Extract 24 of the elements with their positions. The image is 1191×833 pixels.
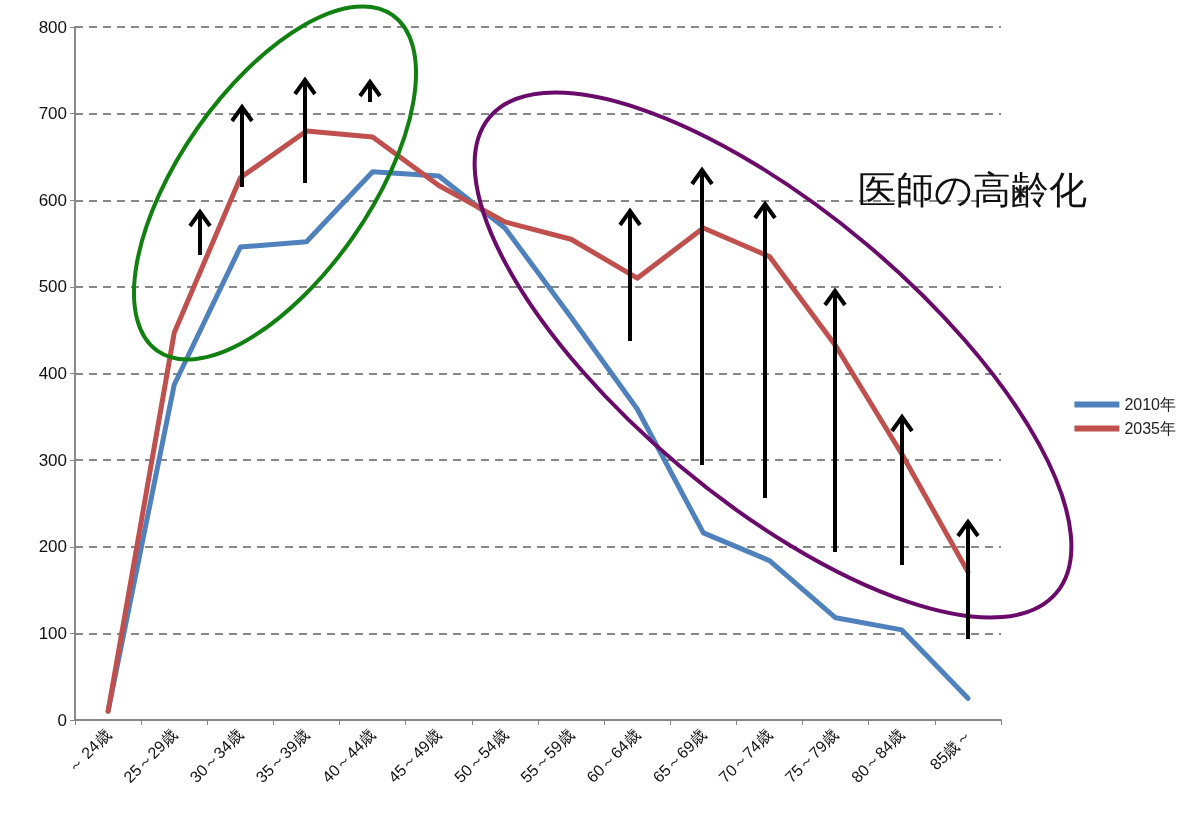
x-tick-label: 65～69歳 (649, 725, 710, 786)
x-tick-label: 40～44歳 (318, 725, 379, 786)
x-tick-label: 30～34歳 (186, 725, 247, 786)
x-tick-label: 35～39歳 (252, 725, 313, 786)
y-tick-label: 300 (38, 450, 67, 470)
x-tick-label: 50～54歳 (451, 725, 511, 786)
legend-label: 2035年 (1124, 420, 1176, 437)
x-tick-label: 25～29歳 (120, 725, 181, 786)
x-tick-label: 80～84歳 (848, 725, 908, 786)
y-tick-label: 800 (38, 17, 67, 37)
x-tick-label: 55～59歳 (517, 725, 578, 786)
annotation: 医師の高齢化 (858, 167, 1087, 214)
y-tick-label: 700 (38, 104, 67, 124)
y-tick-label: 400 (38, 364, 67, 383)
x-tick-label: 60～64歳 (583, 725, 644, 786)
y-tick-label: 200 (38, 537, 67, 557)
x-tick-label: 85歳～ (926, 725, 974, 774)
x-tick-label: 70～74歳 (715, 725, 776, 786)
x-tick-label: 45～49歳 (385, 725, 445, 786)
legend-label: 2010年 (1124, 396, 1176, 413)
y-tick-label: 600 (38, 190, 67, 210)
y-tick-label: 100 (38, 623, 67, 643)
y-tick-label: 500 (38, 277, 67, 297)
x-tick-label: 75～79歳 (781, 725, 842, 786)
